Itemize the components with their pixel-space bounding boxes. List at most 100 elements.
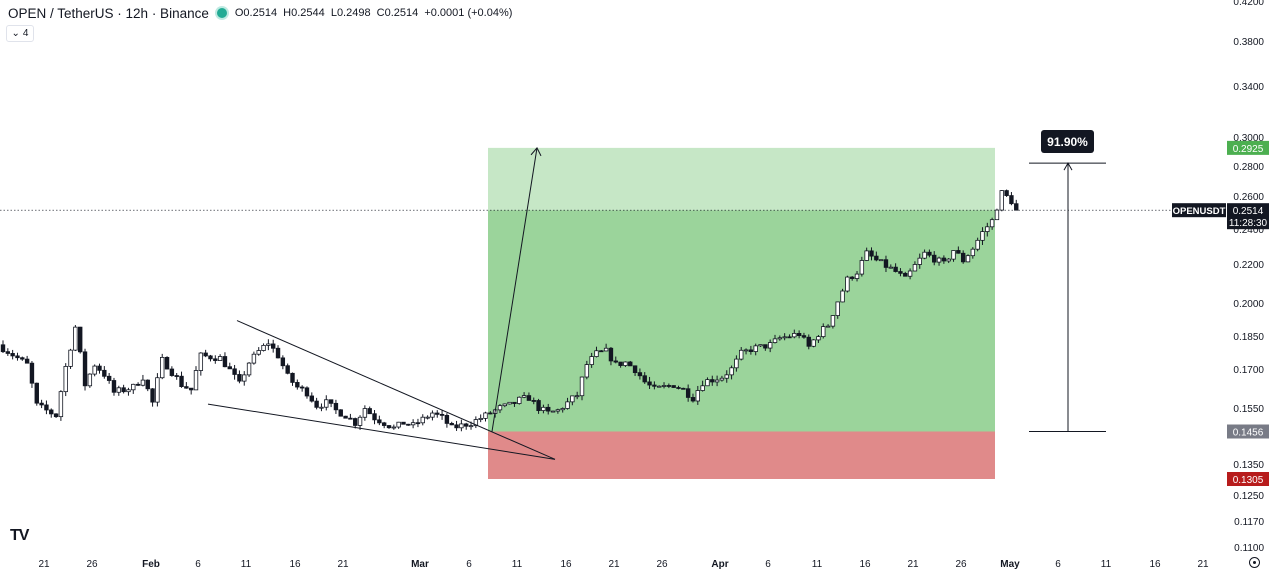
candle[interactable]: [657, 385, 662, 388]
candle[interactable]: [463, 423, 469, 427]
candle[interactable]: [102, 369, 107, 377]
candle[interactable]: [309, 395, 314, 402]
candle[interactable]: [372, 413, 377, 421]
candle[interactable]: [579, 376, 585, 397]
candle[interactable]: [975, 239, 980, 250]
candle[interactable]: [131, 383, 136, 391]
candle[interactable]: [454, 424, 459, 429]
candle[interactable]: [917, 257, 922, 265]
candle[interactable]: [295, 382, 300, 388]
projection-arrow[interactable]: [491, 147, 538, 432]
candle[interactable]: [758, 344, 763, 347]
candle[interactable]: [87, 373, 93, 387]
candle[interactable]: [594, 350, 599, 357]
candle[interactable]: [242, 374, 247, 382]
candle[interactable]: [24, 358, 30, 364]
candle[interactable]: [898, 271, 903, 274]
candle[interactable]: [835, 301, 840, 316]
candle[interactable]: [623, 361, 628, 366]
candle[interactable]: [893, 266, 898, 272]
candle[interactable]: [328, 399, 334, 404]
candle[interactable]: [357, 416, 363, 426]
candle[interactable]: [391, 426, 397, 429]
candle[interactable]: [560, 408, 565, 411]
candle[interactable]: [314, 400, 319, 408]
candle[interactable]: [685, 388, 691, 398]
candle[interactable]: [936, 257, 942, 263]
candle[interactable]: [150, 388, 155, 403]
candle[interactable]: [932, 254, 937, 263]
candle[interactable]: [155, 377, 160, 403]
candle[interactable]: [550, 410, 556, 413]
candle[interactable]: [256, 350, 261, 355]
candle[interactable]: [222, 356, 228, 368]
candle[interactable]: [859, 260, 865, 275]
candle[interactable]: [473, 419, 479, 427]
candle[interactable]: [676, 387, 681, 389]
candle[interactable]: [811, 339, 816, 347]
candle[interactable]: [386, 425, 392, 429]
candle[interactable]: [160, 356, 165, 379]
candle[interactable]: [965, 255, 971, 263]
candle[interactable]: [401, 421, 406, 425]
candle[interactable]: [589, 356, 594, 365]
candle[interactable]: [246, 362, 252, 376]
candle[interactable]: [927, 251, 932, 256]
candle[interactable]: [324, 399, 329, 408]
candle[interactable]: [570, 395, 575, 403]
candle[interactable]: [502, 403, 507, 407]
candle[interactable]: [729, 367, 734, 376]
candle[interactable]: [951, 250, 956, 260]
candle[interactable]: [78, 326, 83, 353]
candle[interactable]: [854, 273, 860, 279]
candle[interactable]: [353, 418, 358, 426]
candle[interactable]: [681, 387, 686, 390]
candle[interactable]: [806, 336, 811, 347]
candle[interactable]: [637, 372, 643, 377]
wedge-upper-line[interactable]: [236, 320, 556, 460]
candle[interactable]: [121, 387, 126, 393]
candle[interactable]: [343, 415, 348, 419]
candle[interactable]: [1009, 195, 1014, 205]
candle[interactable]: [642, 375, 647, 383]
candle[interactable]: [285, 365, 290, 374]
candle[interactable]: [874, 255, 879, 261]
candle[interactable]: [435, 412, 440, 415]
candle[interactable]: [193, 370, 199, 391]
candle[interactable]: [956, 250, 961, 254]
candle[interactable]: [266, 343, 271, 346]
candle[interactable]: [521, 395, 527, 398]
candle[interactable]: [840, 290, 845, 303]
candle[interactable]: [49, 409, 54, 415]
wedge-lower-line[interactable]: [207, 403, 556, 460]
candle[interactable]: [92, 365, 97, 375]
candle[interactable]: [1014, 203, 1019, 211]
candle[interactable]: [941, 257, 947, 262]
candle[interactable]: [188, 387, 194, 391]
candle[interactable]: [338, 409, 343, 417]
candle[interactable]: [213, 358, 218, 361]
candle[interactable]: [767, 342, 773, 349]
candle[interactable]: [724, 374, 729, 379]
candle[interactable]: [198, 352, 204, 371]
candle[interactable]: [922, 251, 927, 259]
candle[interactable]: [763, 344, 768, 349]
candle[interactable]: [116, 387, 121, 393]
candle[interactable]: [406, 423, 411, 426]
candle[interactable]: [907, 270, 913, 277]
candle[interactable]: [999, 190, 1004, 211]
candle[interactable]: [174, 375, 179, 377]
candle[interactable]: [507, 401, 512, 405]
candle[interactable]: [362, 408, 368, 418]
candle[interactable]: [280, 357, 286, 367]
candle[interactable]: [782, 336, 787, 339]
candle[interactable]: [536, 400, 541, 411]
candle[interactable]: [671, 385, 676, 388]
candle[interactable]: [946, 258, 951, 262]
candle[interactable]: [217, 356, 223, 361]
candle[interactable]: [140, 379, 146, 386]
candle[interactable]: [903, 272, 908, 277]
gear-icon[interactable]: [1249, 557, 1260, 568]
candle[interactable]: [261, 344, 266, 351]
